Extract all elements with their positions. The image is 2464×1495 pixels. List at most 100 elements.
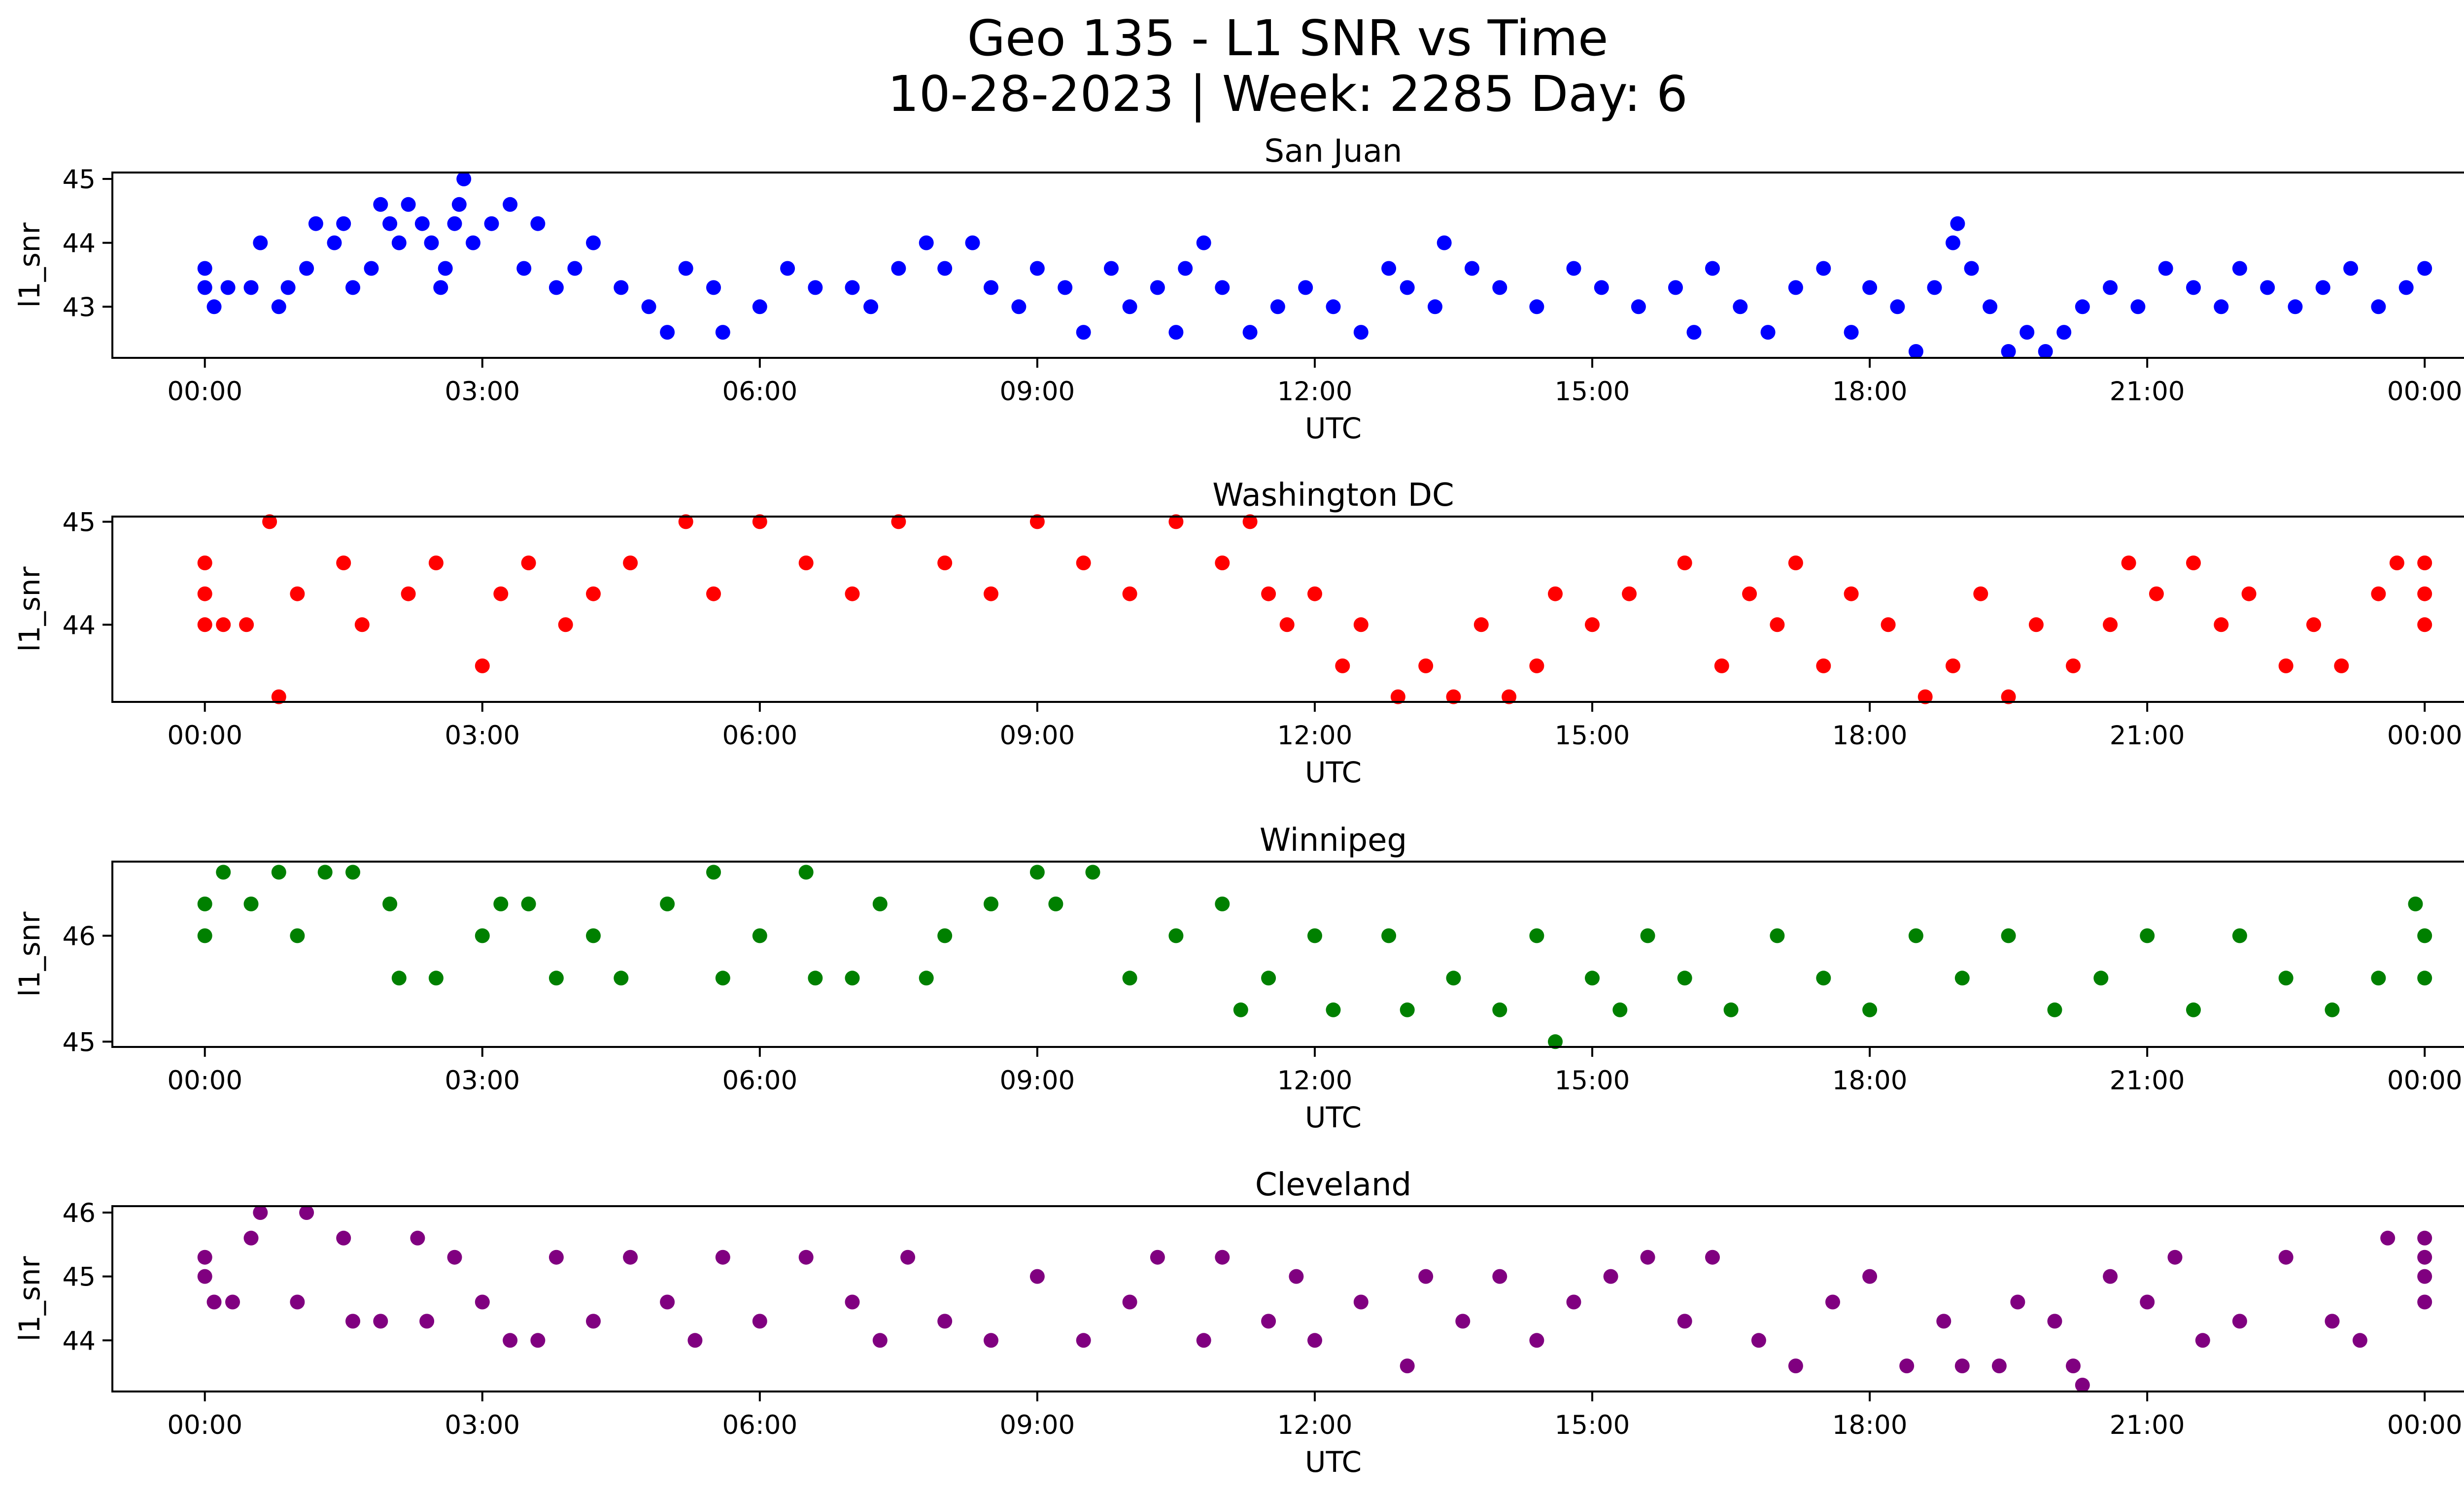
data-point bbox=[2149, 586, 2164, 601]
data-point bbox=[780, 261, 795, 276]
data-point bbox=[2038, 344, 2053, 359]
data-point bbox=[937, 928, 953, 943]
data-point bbox=[548, 280, 564, 295]
data-point bbox=[1950, 216, 1965, 231]
data-point bbox=[1991, 1358, 2007, 1374]
data-point bbox=[1076, 1333, 1091, 1348]
data-point bbox=[197, 586, 212, 601]
data-point bbox=[466, 235, 480, 250]
data-point bbox=[530, 216, 546, 231]
data-point bbox=[391, 971, 407, 986]
data-point bbox=[2278, 971, 2293, 986]
data-point bbox=[1261, 586, 1276, 601]
data-point bbox=[1983, 299, 1998, 314]
data-point bbox=[1899, 1358, 1915, 1374]
data-point bbox=[1529, 928, 1544, 943]
data-point bbox=[206, 1294, 222, 1310]
data-point bbox=[197, 556, 212, 570]
data-point bbox=[2001, 689, 2016, 704]
data-point bbox=[1122, 1294, 1137, 1310]
data-point bbox=[2047, 1314, 2062, 1329]
data-point bbox=[1677, 556, 1692, 570]
data-point bbox=[290, 928, 305, 943]
data-point bbox=[1936, 1314, 1951, 1329]
data-point bbox=[937, 1314, 953, 1329]
x-tick-label: 00:00 bbox=[167, 377, 242, 407]
data-point bbox=[1612, 1002, 1628, 1017]
data-point bbox=[706, 865, 721, 880]
data-point bbox=[2214, 299, 2229, 314]
data-point bbox=[614, 971, 629, 986]
data-point bbox=[1566, 1294, 1581, 1310]
data-point bbox=[447, 216, 462, 231]
data-point bbox=[1622, 586, 1637, 601]
x-axis-label: UTC bbox=[1305, 1445, 1362, 1479]
y-axis-label: l1_snr bbox=[13, 222, 46, 308]
data-point bbox=[2158, 261, 2173, 276]
data-point bbox=[2288, 299, 2303, 314]
data-point bbox=[715, 325, 730, 340]
data-point bbox=[2325, 1002, 2340, 1017]
data-point bbox=[1381, 928, 1397, 943]
data-point bbox=[1816, 261, 1831, 276]
data-point bbox=[687, 1333, 703, 1348]
data-point bbox=[808, 971, 823, 986]
subplot-title: Winnipeg bbox=[1260, 822, 1407, 859]
figure-title-line1: Geo 135 - L1 SNR vs Time bbox=[967, 9, 1608, 67]
x-tick-label: 00:00 bbox=[2387, 377, 2463, 407]
data-point bbox=[1548, 1034, 1563, 1049]
data-point bbox=[2417, 1250, 2432, 1265]
x-tick-label: 00:00 bbox=[167, 721, 242, 751]
data-point bbox=[1196, 1333, 1211, 1348]
data-point bbox=[253, 235, 268, 250]
y-axis-label: l1_snr bbox=[13, 1256, 46, 1341]
data-point bbox=[290, 586, 305, 601]
data-point bbox=[567, 261, 582, 276]
data-point bbox=[715, 971, 730, 986]
data-point bbox=[1473, 617, 1489, 632]
data-point bbox=[1335, 658, 1350, 673]
data-point bbox=[373, 1314, 388, 1329]
x-tick-label: 00:00 bbox=[2387, 721, 2463, 751]
data-point bbox=[317, 865, 333, 880]
data-point bbox=[1492, 1269, 1507, 1284]
x-tick-label: 12:00 bbox=[1277, 377, 1353, 407]
x-tick-label: 00:00 bbox=[2387, 1410, 2463, 1440]
x-tick-label: 00:00 bbox=[2387, 1066, 2463, 1096]
data-point bbox=[2121, 556, 2136, 570]
subplot-title: San Juan bbox=[1265, 133, 1403, 170]
data-point bbox=[1788, 1358, 1803, 1374]
data-point bbox=[660, 896, 675, 911]
figure-title-line2: 10-28-2023 | Week: 2285 Day: 6 bbox=[888, 65, 1687, 123]
x-tick-label: 09:00 bbox=[1000, 1410, 1075, 1440]
data-point bbox=[2010, 1294, 2025, 1310]
data-point bbox=[1076, 325, 1091, 340]
data-point bbox=[1122, 971, 1137, 986]
x-tick-label: 21:00 bbox=[2110, 1066, 2185, 1096]
data-point bbox=[299, 1205, 314, 1220]
data-point bbox=[1862, 280, 1878, 295]
data-point bbox=[2140, 1294, 2155, 1310]
data-point bbox=[845, 1294, 860, 1310]
data-point bbox=[2380, 1230, 2396, 1246]
x-axis-label: UTC bbox=[1305, 1101, 1362, 1134]
data-point bbox=[984, 280, 998, 295]
data-point bbox=[1353, 617, 1369, 632]
data-point bbox=[1770, 928, 1785, 943]
data-point bbox=[2232, 928, 2247, 943]
data-point bbox=[2417, 586, 2432, 601]
data-point bbox=[984, 1333, 998, 1348]
data-point bbox=[243, 280, 259, 295]
data-point bbox=[2075, 1378, 2090, 1392]
data-point bbox=[197, 1269, 212, 1284]
data-point bbox=[253, 1205, 268, 1220]
data-points bbox=[197, 514, 2432, 704]
data-point bbox=[428, 556, 444, 570]
data-point bbox=[2075, 299, 2090, 314]
subplot-cleveland: Cleveland 00:00 03:00 06:00 09:00 12:00 15:00 1… bbox=[13, 1167, 2464, 1479]
data-point bbox=[2417, 1269, 2432, 1284]
data-point bbox=[1298, 280, 1313, 295]
data-point bbox=[1381, 261, 1397, 276]
data-point bbox=[484, 216, 499, 231]
data-point bbox=[558, 617, 573, 632]
